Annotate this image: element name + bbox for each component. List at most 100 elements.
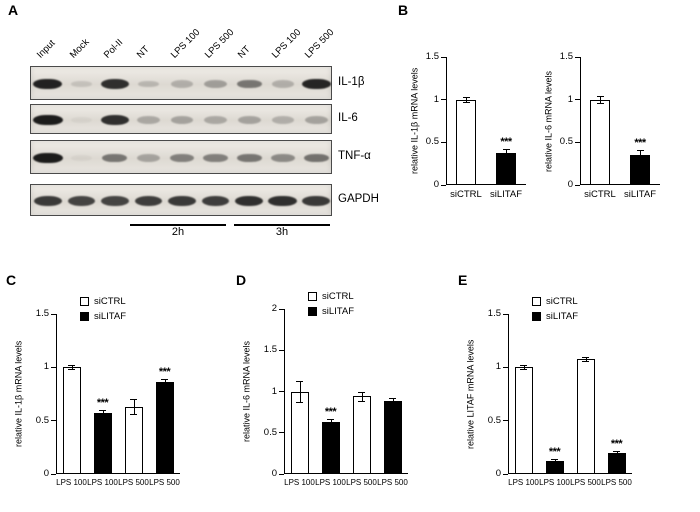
gel-band xyxy=(168,196,196,206)
y-tick-label: 0 xyxy=(495,468,501,479)
gel-band xyxy=(134,196,163,206)
gel-band xyxy=(100,78,130,90)
significance-stars: *** xyxy=(610,437,623,450)
legend-item-sictrl: siCTRL xyxy=(308,291,354,302)
y-tick-label: 1.5 xyxy=(425,51,439,62)
significance-stars: *** xyxy=(96,397,109,409)
y-tick xyxy=(503,420,508,422)
y-tick-label: 0.5 xyxy=(559,136,573,148)
y-axis-title: relative IL-6 mRNA levels xyxy=(241,340,252,443)
gel-target-label: GAPDH xyxy=(338,193,379,205)
error-bar-cap xyxy=(161,385,168,387)
bar-lps-500-3 xyxy=(352,396,371,474)
error-bar xyxy=(585,356,587,361)
error-bar-cap xyxy=(520,365,527,367)
x-category-label: LPS 100 xyxy=(508,478,539,487)
gel-target-label: IL-1β xyxy=(338,76,365,88)
gel-band xyxy=(33,114,63,126)
gel-band xyxy=(237,116,261,124)
error-bar-cap xyxy=(130,414,137,416)
bar-lps-500-4 xyxy=(155,382,174,474)
plot-area xyxy=(56,314,180,474)
x-category-label: LPS 100 xyxy=(539,478,570,487)
y-axis-title: relative IL-1β mRNA levels xyxy=(409,67,420,175)
gel-band xyxy=(234,195,264,207)
error-bar-cap xyxy=(68,369,75,371)
x-category-label: siLITAF xyxy=(489,189,523,200)
error-bar xyxy=(392,398,394,405)
gel-band xyxy=(137,80,160,88)
gel-band xyxy=(204,116,227,124)
error-bar xyxy=(506,149,507,158)
y-tick-label: 0 xyxy=(567,179,573,190)
gel-lane-label: Input xyxy=(34,37,58,61)
gel-lane-label: LPS 500 xyxy=(303,27,337,61)
x-category-label: LPS 100 xyxy=(56,478,87,487)
gel-strip-2 xyxy=(30,104,332,134)
time-label: 3h xyxy=(275,226,289,238)
gel-electrophoresis-panel: Input Mock Pol-II NT LPS 100 LPS 500 NT LPS 100… xyxy=(28,8,393,258)
gel-band xyxy=(270,154,295,162)
y-tick xyxy=(279,473,284,475)
gel-strip-1 xyxy=(30,66,332,100)
error-bar-cap xyxy=(389,398,396,400)
legend: siCTRL siLITAF xyxy=(80,296,126,326)
error-bar xyxy=(361,391,363,402)
y-tick xyxy=(279,308,284,310)
x-category-label: LPS 100 xyxy=(87,478,118,487)
gel-lane-label: LPS 100 xyxy=(168,27,203,61)
legend-swatch-sictrl xyxy=(80,297,89,306)
y-tick-label: 1.5 xyxy=(487,308,501,319)
y-tick-label: 0 xyxy=(43,468,49,479)
error-bar xyxy=(164,379,166,386)
panel-label-a: A xyxy=(8,2,19,18)
error-bar-cap xyxy=(596,96,604,98)
y-tick xyxy=(51,473,56,475)
error-bar-cap xyxy=(462,102,470,104)
y-tick-label: 0 xyxy=(433,179,439,190)
x-category-label: siLITAF xyxy=(623,189,657,200)
y-tick xyxy=(51,420,56,422)
error-bar-cap xyxy=(462,97,470,99)
bar-chart-il1b-lps: relative IL-1β mRNA levels 0 0.5 1 1.5 LPS 10… xyxy=(12,282,224,508)
error-bar xyxy=(640,150,641,161)
gel-strip-4 xyxy=(30,184,332,216)
bar-chart-il6-lps: relative IL-6 mRNA levels 0 0.5 1 1.5 2 LPS 10… xyxy=(240,282,452,508)
error-bar xyxy=(330,418,332,426)
error-bar-cap xyxy=(68,365,75,367)
panel-label-c: C xyxy=(6,272,17,288)
gel-lane-label: Mock xyxy=(68,36,92,61)
legend-swatch-silitaf xyxy=(308,307,317,316)
panel-label-e: E xyxy=(458,272,468,288)
error-bar-cap xyxy=(130,399,137,401)
x-category-label: LPS 100 xyxy=(284,478,315,487)
error-bar-cap xyxy=(99,410,106,411)
y-tick-label: 2 xyxy=(271,303,277,314)
legend-label: siCTRL xyxy=(546,296,578,307)
y-tick xyxy=(441,56,446,58)
gel-band xyxy=(170,80,194,88)
gel-lane-label: Pol-II xyxy=(101,37,126,61)
plot-area xyxy=(284,309,408,474)
y-tick xyxy=(503,366,508,368)
y-tick-label: 1 xyxy=(271,385,277,397)
x-category-label: LPS 500 xyxy=(149,478,180,487)
legend-label: siLITAF xyxy=(94,311,127,322)
bar-chart-litaf-lps: relative LITAF mRNA levels 0 0.5 1 1.5 LPS 10… xyxy=(464,282,676,508)
y-tick xyxy=(575,184,580,186)
y-tick-label: 1 xyxy=(43,361,49,373)
gel-band xyxy=(236,153,262,163)
error-bar xyxy=(554,459,556,464)
time-underline xyxy=(130,224,226,226)
gel-band xyxy=(303,153,329,163)
y-tick xyxy=(575,141,580,143)
error-bar xyxy=(600,96,601,104)
y-tick-label: 0.5 xyxy=(487,414,501,426)
bar-lps-500-4 xyxy=(607,452,626,474)
error-bar-cap xyxy=(99,416,106,418)
gel-lane-label: LPS 500 xyxy=(202,27,236,61)
significance-stars: *** xyxy=(324,405,337,418)
bar-lps-100-2 xyxy=(321,422,340,474)
bar-chart-il1b-knockdown: relative IL-1β mRNA levels 0 0.5 1 1.5 siCTRL… xyxy=(408,44,553,234)
